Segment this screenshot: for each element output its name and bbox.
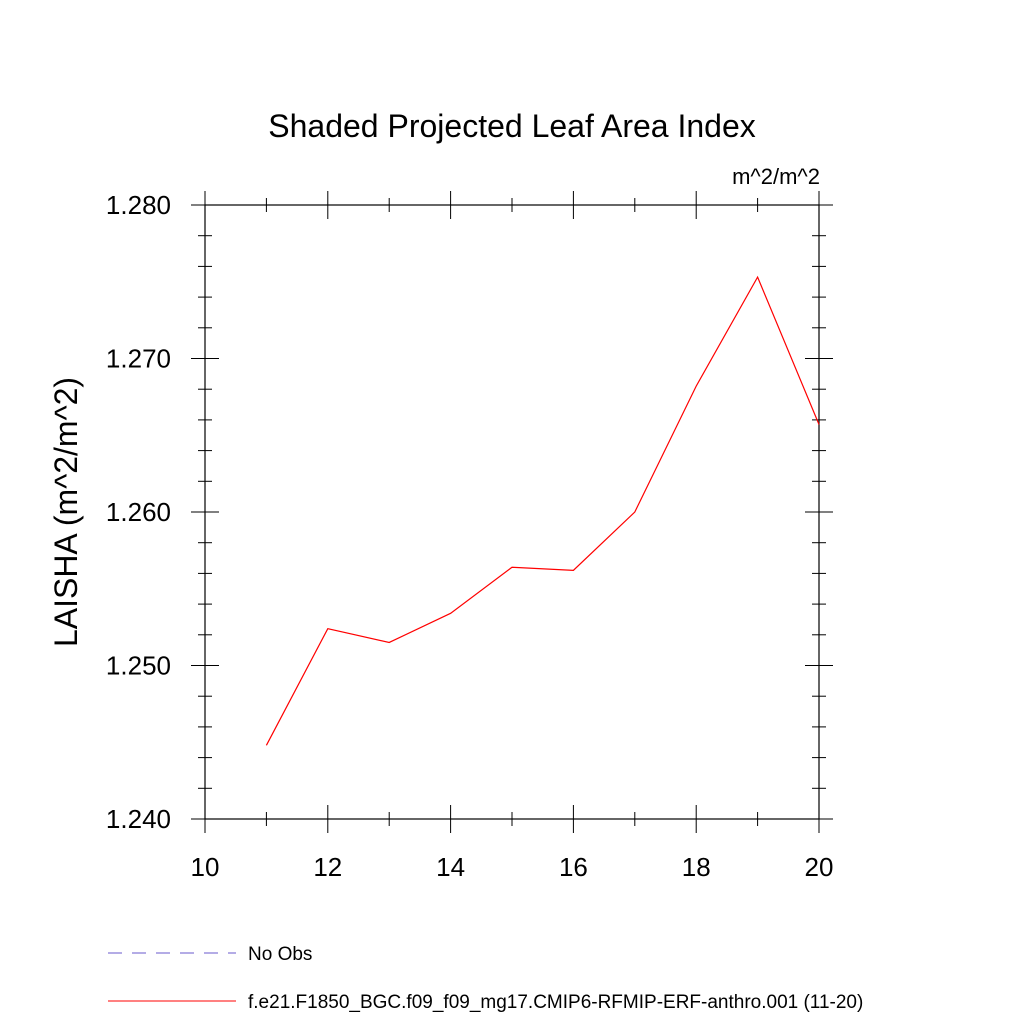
x-tick-label: 20 <box>805 852 834 882</box>
units-label: m^2/m^2 <box>732 164 820 189</box>
y-axis-label: LAISHA (m^2/m^2) <box>48 377 84 647</box>
x-ticks: 10 12 14 16 18 20 <box>191 191 834 882</box>
series-layer <box>265 275 820 746</box>
x-tick-label: 12 <box>313 852 342 882</box>
plot-frame <box>204 204 820 820</box>
legend-label-no-obs: No Obs <box>248 944 312 965</box>
x-tick-label: 16 <box>559 852 588 882</box>
y-tick-label: 1.250 <box>106 651 171 681</box>
legend-label-series: f.e21.F1850_BGC.f09_f09_mg17.CMIP6-RFMIP… <box>248 992 863 1013</box>
x-tick-label: 18 <box>682 852 711 882</box>
y-tick-label: 1.280 <box>106 190 171 220</box>
chart-title: Shaded Projected Leaf Area Index <box>268 108 755 144</box>
x-tick-label: 10 <box>191 852 220 882</box>
x-tick-label: 14 <box>436 852 465 882</box>
y-tick-label: 1.240 <box>106 804 171 834</box>
series-line-0 <box>265 275 820 746</box>
legend: No Obs f.e21.F1850_BGC.f09_f09_mg17.CMIP… <box>108 944 863 1013</box>
y-tick-label: 1.260 <box>106 497 171 527</box>
y-tick-label: 1.270 <box>106 344 171 374</box>
y-ticks: 1.240 1.250 1.260 1.270 1.280 <box>106 190 833 834</box>
